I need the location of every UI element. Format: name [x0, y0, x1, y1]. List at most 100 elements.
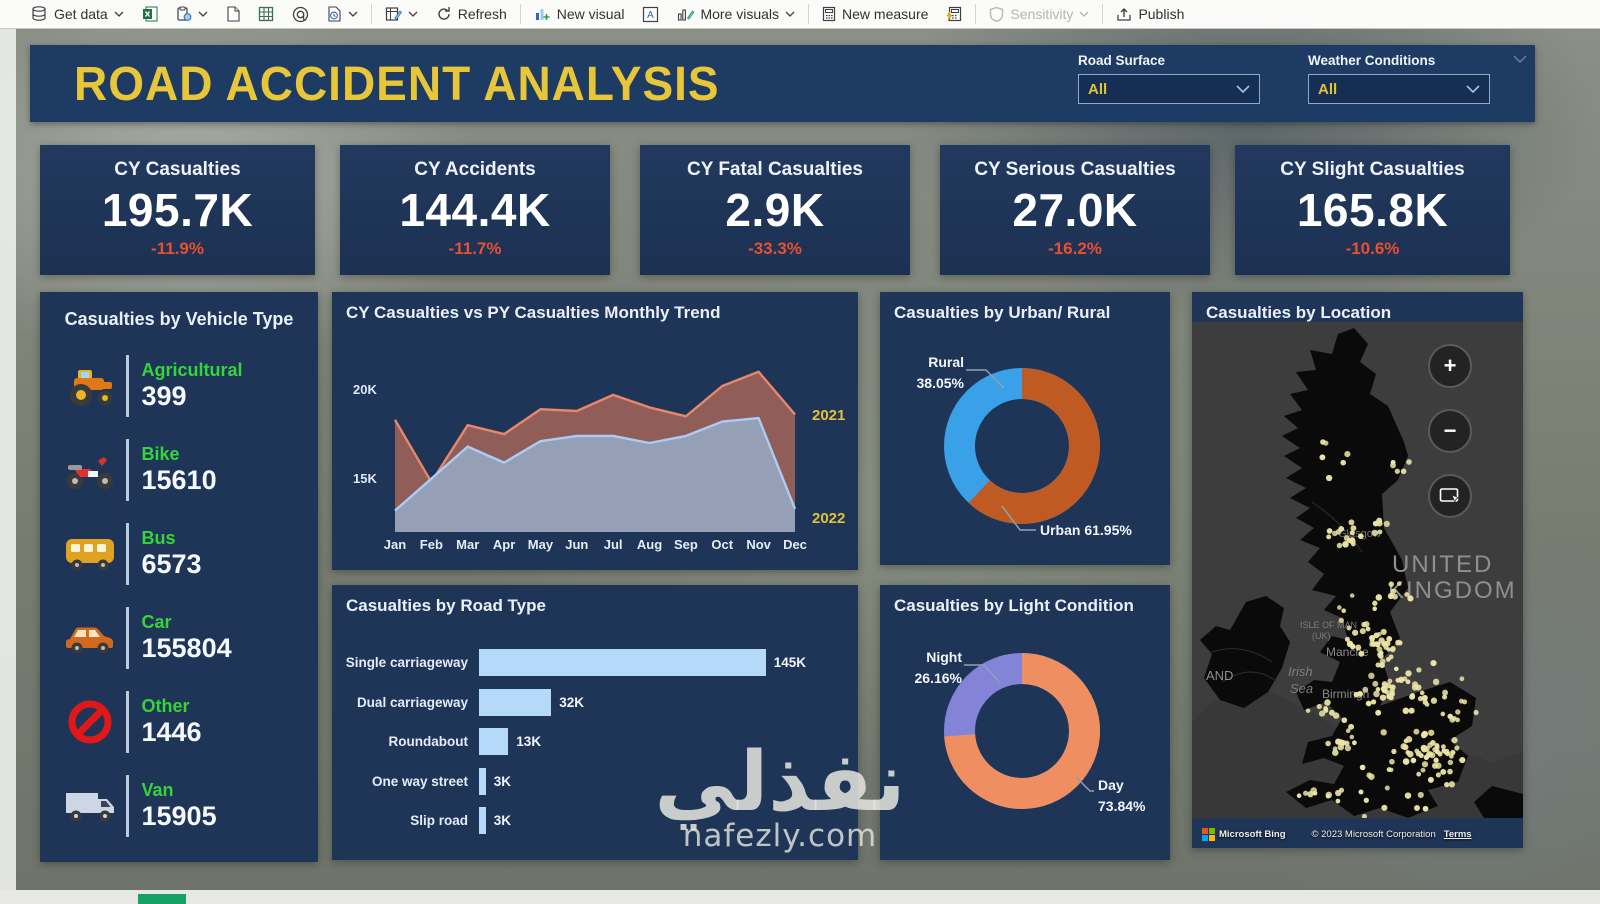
- urban-rural-donut-chart[interactable]: [880, 292, 1170, 565]
- sensitivity-button[interactable]: Sensitivity: [980, 0, 1098, 28]
- weather-conditions-label: Weather Conditions: [1308, 53, 1436, 68]
- accident-dot: [1319, 710, 1326, 717]
- row-divider: [126, 607, 129, 669]
- kpi-delta: -11.7%: [448, 239, 502, 258]
- accident-dot: [1429, 739, 1436, 746]
- road-type-row[interactable]: Slip road 3K: [342, 801, 848, 840]
- data-hub-button[interactable]: [167, 0, 217, 28]
- road-surface-slicer: Road Surface All: [1078, 53, 1260, 104]
- refresh-button[interactable]: Refresh: [427, 0, 516, 28]
- kpi-value: 2.9K: [725, 184, 825, 236]
- accident-dot: [1409, 693, 1416, 700]
- accident-dot: [1325, 474, 1333, 482]
- visual-header-chevron-icon[interactable]: [1513, 55, 1527, 63]
- kpi-card-casualties[interactable]: CY Casualties 195.7K -11.9%: [40, 145, 315, 275]
- trend-area-chart[interactable]: [332, 292, 858, 570]
- vehicle-row-bus[interactable]: Bus 6573: [62, 516, 302, 592]
- new-measure-button[interactable]: New measure: [813, 0, 937, 28]
- callout-line: [1001, 505, 1036, 531]
- bing-map[interactable]: GlasgowUNITEDKINGDOMISLE OF MAN(UK)Manch…: [1192, 322, 1523, 818]
- road-surface-dropdown[interactable]: All: [1078, 74, 1260, 104]
- vehicle-row-car[interactable]: Car 155804: [62, 600, 302, 676]
- svg-text:A: A: [648, 10, 655, 21]
- trend-area-2022[interactable]: [395, 418, 795, 532]
- accident-dot: [1348, 723, 1355, 730]
- accident-dot: [1355, 644, 1362, 651]
- map-box-select-button[interactable]: [1428, 474, 1472, 518]
- accident-dot: [1390, 462, 1396, 469]
- accident-dot: [1332, 530, 1338, 537]
- page-tab-indicator[interactable]: [138, 894, 186, 904]
- month-label: Mar: [456, 537, 480, 552]
- accident-dot: [1422, 805, 1429, 812]
- vehicle-label: Car: [141, 612, 172, 633]
- accident-dot: [1416, 771, 1422, 777]
- bar[interactable]: [479, 688, 552, 716]
- map-terms-link[interactable]: Terms: [1443, 828, 1472, 840]
- y-tick-label: 15K: [353, 470, 377, 486]
- urban-slice[interactable]: [944, 368, 1100, 524]
- light-condition-donut-chart[interactable]: [880, 585, 1170, 860]
- enter-data-button[interactable]: [249, 0, 283, 28]
- more-visuals-button[interactable]: More visuals: [668, 0, 804, 28]
- vehicle-row-bike[interactable]: Bike 15610: [62, 432, 302, 508]
- quick-measure-button[interactable]: [937, 0, 971, 28]
- vehicle-row-other[interactable]: Other 1446: [62, 684, 302, 760]
- bar[interactable]: [479, 767, 486, 795]
- kpi-value: 144.4K: [399, 184, 551, 236]
- weather-conditions-dropdown[interactable]: All: [1308, 74, 1490, 104]
- chevron-down-icon: [114, 11, 124, 17]
- rural-callout: Rural 38.05%: [916, 354, 964, 391]
- road-type-row[interactable]: Dual carriageway 32K: [342, 683, 848, 722]
- road-type-row[interactable]: One way street 3K: [342, 762, 848, 801]
- vehicle-row-van[interactable]: Van 15905: [62, 768, 302, 844]
- bar-value-label: 13K: [516, 734, 542, 749]
- accident-dot: [1384, 640, 1391, 647]
- bar-track: 3K: [479, 807, 806, 834]
- get-data-button[interactable]: Get data: [22, 0, 133, 28]
- excel-workbook-button[interactable]: [133, 0, 167, 28]
- recent-sources-button[interactable]: [318, 0, 367, 28]
- accident-dot: [1349, 530, 1355, 536]
- kpi-title: CY Accidents: [414, 159, 536, 180]
- accident-dot: [1320, 439, 1326, 445]
- kpi-card-fatal[interactable]: CY Fatal Casualties 2.9K -33.3%: [640, 145, 910, 275]
- dataflows-button[interactable]: [283, 0, 318, 28]
- bar[interactable]: [479, 807, 486, 834]
- road-type-row[interactable]: Roundabout 13K: [342, 722, 848, 761]
- road-type-row[interactable]: Single carriageway 145K: [342, 643, 848, 682]
- accident-dot: [1450, 749, 1456, 756]
- urban-rural-title: Casualties by Urban/ Rural: [894, 303, 1111, 322]
- accident-dot: [1388, 767, 1394, 773]
- accident-dot: [1427, 776, 1434, 783]
- accident-dot: [1344, 636, 1350, 642]
- vehicle-value: 15905: [141, 800, 217, 831]
- bar-track: 32K: [479, 688, 806, 716]
- row-divider: [126, 775, 129, 837]
- kpi-card-slight[interactable]: CY Slight Casualties 165.8K -10.6%: [1235, 145, 1510, 275]
- vehicle-value: 6573: [141, 548, 202, 579]
- day-slice[interactable]: [944, 653, 1100, 809]
- accident-dot: [1393, 666, 1399, 672]
- kpi-card-serious[interactable]: CY Serious Casualties 27.0K -16.2%: [940, 145, 1210, 275]
- transform-data-button[interactable]: [376, 0, 427, 28]
- accident-dot: [1462, 699, 1468, 705]
- vehicle-row-agricultural[interactable]: Agricultural 399: [62, 348, 302, 424]
- accident-dot: [1381, 681, 1388, 688]
- series-label-2021: 2021: [812, 407, 846, 424]
- accident-dot: [1350, 525, 1357, 532]
- month-label: Sep: [673, 537, 698, 552]
- box-select-icon: [1439, 488, 1460, 503]
- sql-server-button[interactable]: [217, 0, 249, 28]
- map-zoom-out-button[interactable]: −: [1428, 409, 1472, 453]
- bar[interactable]: [479, 649, 766, 676]
- map-zoom-in-button[interactable]: +: [1428, 344, 1472, 388]
- new-visual-button[interactable]: New visual: [525, 0, 634, 28]
- vehicle-value: 15610: [141, 464, 217, 495]
- text-box-button[interactable]: A: [633, 0, 668, 28]
- uk-map[interactable]: GlasgowUNITEDKINGDOMISLE OF MAN(UK)Manch…: [1192, 322, 1523, 818]
- kpi-card-accidents[interactable]: CY Accidents 144.4K -11.7%: [340, 145, 610, 275]
- bar[interactable]: [479, 728, 509, 755]
- publish-button[interactable]: Publish: [1107, 0, 1193, 28]
- accident-dot: [1455, 709, 1461, 715]
